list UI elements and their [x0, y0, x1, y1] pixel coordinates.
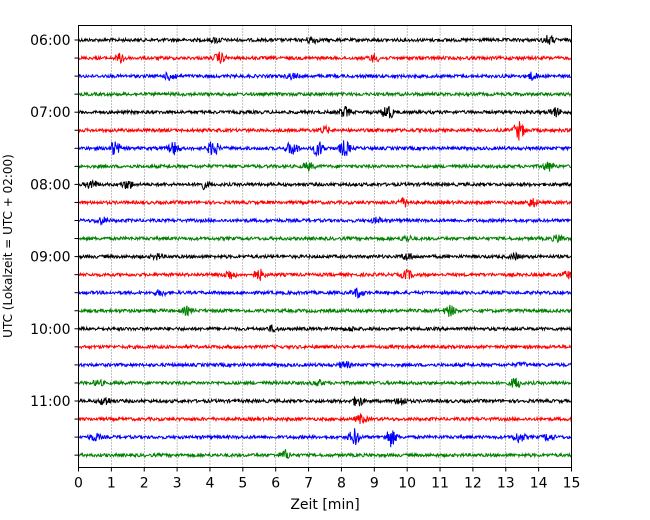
- x-tick-label: 10: [398, 476, 416, 492]
- x-tick-label: 11: [431, 476, 449, 492]
- seismic-trace: [78, 51, 572, 64]
- x-tick-label: 12: [464, 476, 482, 492]
- y-tick-label: 11:00: [30, 394, 70, 410]
- x-tick-label: 9: [370, 476, 379, 492]
- seismic-trace: [78, 304, 572, 317]
- seismic-trace: [78, 428, 572, 448]
- seismic-trace: [78, 179, 572, 191]
- x-axis: 0 1 2 3 4 5 6 7 8 9 10 11 12 13 14 15: [74, 467, 581, 492]
- seismic-trace: [78, 360, 572, 369]
- y-tick-label: 08:00: [30, 177, 70, 193]
- x-tick-label: 8: [337, 476, 346, 492]
- y-axis-label: UTC (Lokalzeit = UTC + 02:00): [1, 154, 15, 338]
- seismic-trace: [78, 71, 572, 82]
- seismic-trace: [78, 251, 572, 262]
- seismic-trace: [78, 324, 572, 333]
- seismic-trace: [78, 287, 572, 299]
- seismic-trace: [78, 268, 572, 281]
- x-tick-label: 14: [530, 476, 548, 492]
- x-tick-label: 1: [107, 476, 116, 492]
- y-axis: 06:00 07:00 08:00 09:00 10:00 11:00: [30, 33, 79, 456]
- seismic-traces: [78, 34, 572, 459]
- seismic-trace: [78, 216, 572, 226]
- x-tick-label: 3: [173, 476, 182, 492]
- y-tick-label: 07:00: [30, 105, 70, 121]
- x-tick-label: 7: [304, 476, 313, 492]
- x-tick-label: 4: [206, 476, 215, 492]
- seismic-trace: [78, 449, 572, 459]
- y-tick-label: 09:00: [30, 250, 70, 266]
- seismic-trace: [78, 233, 572, 244]
- x-tick-label: 6: [271, 476, 280, 492]
- seismic-trace: [78, 396, 572, 407]
- seismic-trace: [78, 343, 572, 351]
- y-tick-label: 10:00: [30, 322, 70, 338]
- seismic-trace: [78, 413, 572, 424]
- seismic-trace: [78, 161, 572, 172]
- y-tick-label: 06:00: [30, 33, 70, 49]
- seismic-trace: [78, 377, 572, 388]
- seismic-trace: [78, 140, 572, 158]
- x-tick-label: 13: [497, 476, 515, 492]
- x-tick-label: 5: [238, 476, 247, 492]
- seismic-trace: [78, 34, 572, 45]
- seismic-trace: [78, 197, 572, 208]
- seismic-trace: [78, 121, 572, 141]
- seismic-trace: [78, 90, 572, 98]
- x-axis-label: Zeit [min]: [290, 497, 359, 513]
- x-tick-label: 2: [140, 476, 149, 492]
- seismic-trace: [78, 105, 572, 119]
- x-tick-label: 0: [74, 476, 83, 492]
- plot-frame: [78, 25, 572, 468]
- x-tick-label: 15: [563, 476, 581, 492]
